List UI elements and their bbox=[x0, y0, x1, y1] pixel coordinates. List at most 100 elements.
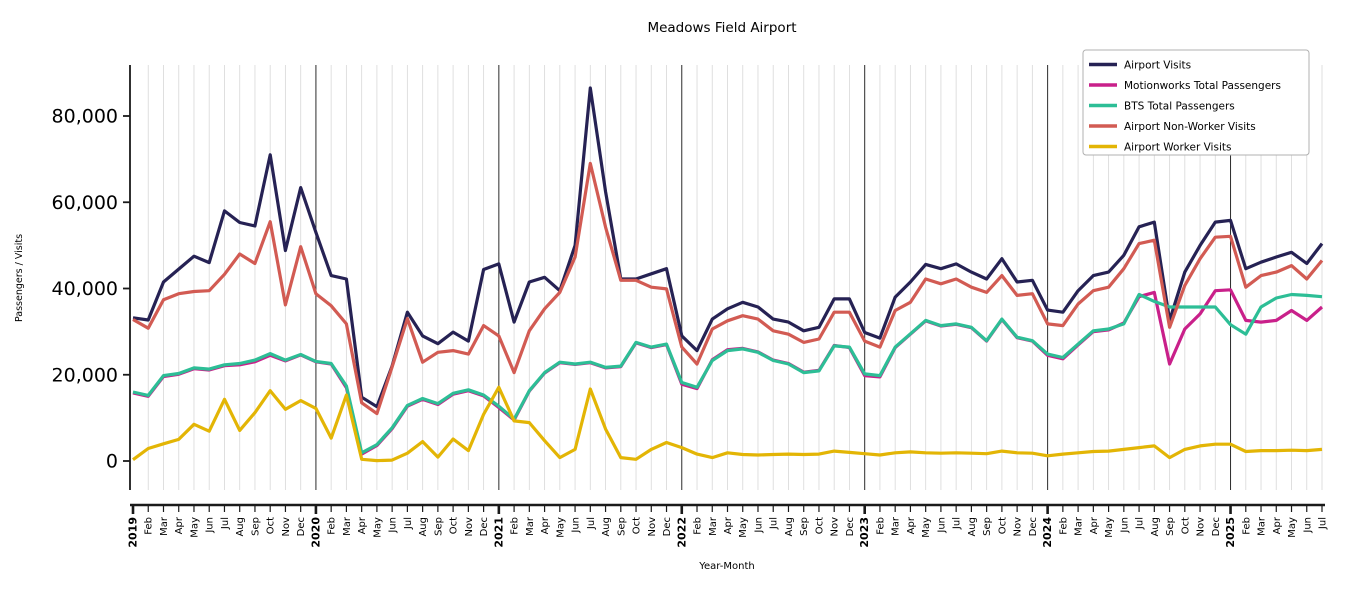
x-tick-label-month: Jul bbox=[586, 517, 597, 530]
x-tick-label-month: Apr bbox=[1272, 516, 1283, 534]
x-tick-label-month: Aug bbox=[235, 517, 246, 537]
x-tick-label-month: Aug bbox=[418, 517, 429, 537]
grid-layer bbox=[147, 65, 1323, 490]
x-tick-label-month: Jun bbox=[936, 517, 947, 534]
x-tick-label-month: Mar bbox=[1074, 516, 1085, 536]
series-line-airport-visits bbox=[132, 86, 1324, 409]
chart-title: Meadows Field Airport bbox=[647, 20, 796, 36]
x-tick-label-month: Mar bbox=[525, 516, 536, 536]
legend-label: Airport Visits bbox=[1124, 59, 1191, 71]
x-tick-label-month: Mar bbox=[159, 516, 170, 536]
x-tick-label-month: Jun bbox=[1302, 517, 1313, 534]
x-tick-label-month: May bbox=[555, 517, 566, 538]
x-tick-label-month: Jul bbox=[1318, 517, 1329, 530]
x-tick-label-month: Feb bbox=[875, 517, 886, 535]
y-tick-label: 80,000 bbox=[52, 106, 118, 128]
legend-item-airport-non-worker-visits: Airport Non-Worker Visits bbox=[1089, 121, 1256, 133]
x-tick-label-month: Apr bbox=[723, 516, 734, 534]
series-line-airport-worker-visits bbox=[132, 385, 1323, 463]
legend-box bbox=[1082, 49, 1310, 156]
x-tick-label-month: Nov bbox=[647, 517, 658, 537]
x-tick-label-month: Feb bbox=[144, 517, 155, 535]
x-tick-label-year: 2021 bbox=[492, 517, 505, 548]
series-line-airport-non-worker-visits bbox=[132, 161, 1324, 416]
axes-layer: 0 20,000 40,000 60,000 80,000 2019 Feb Mar Apr Ma… bbox=[52, 65, 1329, 548]
x-tick-label-month: Aug bbox=[601, 517, 612, 537]
x-tick-label-month: Apr bbox=[906, 516, 917, 534]
x-tick-label-month: Feb bbox=[693, 517, 704, 535]
x-tick-label-month: Aug bbox=[1150, 517, 1161, 537]
legend-label: Airport Worker Visits bbox=[1124, 141, 1231, 153]
x-tick-label-month: May bbox=[921, 517, 932, 538]
x-tick-label-month: Jul bbox=[769, 517, 780, 530]
x-tick-label-month: Jul bbox=[220, 517, 231, 530]
x-tick-label-month: Oct bbox=[449, 517, 460, 534]
x-tick-label-month: Aug bbox=[784, 517, 795, 537]
x-tick-label-month: Jul bbox=[1135, 517, 1146, 530]
x-tick-label-month: Jun bbox=[205, 517, 216, 534]
x-tick-label-month: Sep bbox=[250, 517, 261, 536]
x-tick-label-month: Apr bbox=[540, 516, 551, 534]
x-tick-label-month: Oct bbox=[997, 517, 1008, 534]
x-tick-label-year: 2025 bbox=[1224, 517, 1237, 548]
x-tick-label-month: Sep bbox=[616, 517, 627, 536]
legend: Airport Visits Motionworks Total Passenge… bbox=[1082, 49, 1310, 156]
x-tick-label-month: Jul bbox=[952, 517, 963, 530]
x-tick-label-month: Jun bbox=[571, 517, 582, 534]
x-tick-label-month: Dec bbox=[845, 517, 856, 536]
x-tick-label-month: Nov bbox=[464, 517, 475, 537]
x-tick-label-month: May bbox=[189, 517, 200, 538]
x-tick-label-month: Oct bbox=[1180, 517, 1191, 534]
legend-label: BTS Total Passengers bbox=[1124, 100, 1235, 112]
x-tick-label-month: Mar bbox=[1257, 516, 1268, 536]
y-tick-label: 60,000 bbox=[52, 192, 118, 214]
x-tick-label-year: 2023 bbox=[858, 517, 871, 548]
x-tick-label-month: Nov bbox=[1013, 517, 1024, 537]
x-tick-label-month: Nov bbox=[1196, 517, 1207, 537]
x-tick-label-month: Feb bbox=[1241, 517, 1252, 535]
x-tick-label-month: Dec bbox=[1028, 517, 1039, 536]
x-tick-label-month: Nov bbox=[281, 517, 292, 537]
x-tick-label-month: May bbox=[372, 517, 383, 538]
series-layer bbox=[132, 86, 1324, 463]
x-tick-label-month: Oct bbox=[814, 517, 825, 534]
legend-label: Airport Non-Worker Visits bbox=[1124, 121, 1256, 133]
x-tick-label-year: 2024 bbox=[1041, 517, 1054, 548]
x-tick-label-year: 2022 bbox=[675, 517, 688, 548]
x-tick-label-month: Sep bbox=[799, 517, 810, 536]
legend-item-airport-worker-visits: Airport Worker Visits bbox=[1089, 141, 1231, 153]
x-tick-label-month: Oct bbox=[632, 517, 643, 534]
x-tick-label-month: Apr bbox=[174, 516, 185, 534]
x-tick-label-month: Mar bbox=[342, 516, 353, 536]
legend-label: Motionworks Total Passengers bbox=[1124, 80, 1281, 92]
x-tick-label-month: Dec bbox=[479, 517, 490, 536]
x-tick-label-month: Aug bbox=[967, 517, 978, 537]
x-tick-label-month: Feb bbox=[327, 517, 338, 535]
y-tick-label: 40,000 bbox=[52, 278, 118, 300]
x-tick-label-month: Oct bbox=[266, 517, 277, 534]
x-tick-label-month: Apr bbox=[1089, 516, 1100, 534]
x-tick-label-month: Jun bbox=[388, 517, 399, 534]
x-tick-label-month: May bbox=[1104, 517, 1115, 538]
x-tick-label-month: May bbox=[738, 517, 749, 538]
x-tick-label-month: Jun bbox=[1119, 517, 1130, 534]
x-axis-label: Year-Month bbox=[698, 561, 754, 572]
legend-item-motionworks-total-passengers: Motionworks Total Passengers bbox=[1089, 80, 1281, 92]
x-tick-label-month: Sep bbox=[982, 517, 993, 536]
legend-item-airport-visits: Airport Visits bbox=[1089, 59, 1191, 71]
x-tick-label-month: Sep bbox=[433, 517, 444, 536]
legend-item-bts-total-passengers: BTS Total Passengers bbox=[1089, 100, 1235, 112]
x-tick-label-month: Mar bbox=[891, 516, 902, 536]
y-tick-label: 0 bbox=[106, 451, 118, 473]
x-tick-label-month: Dec bbox=[662, 517, 673, 536]
x-tick-label-month: Nov bbox=[830, 517, 841, 537]
x-tick-label-year: 2020 bbox=[309, 517, 322, 548]
x-tick-label-month: Apr bbox=[357, 516, 368, 534]
x-tick-label-month: Dec bbox=[1211, 517, 1222, 536]
series-line-bts-total-passengers bbox=[132, 292, 1323, 455]
x-tick-label-month: Sep bbox=[1165, 517, 1176, 536]
y-axis-label: Passengers / Visits bbox=[14, 234, 25, 322]
x-tick-label-month: Dec bbox=[296, 517, 307, 536]
